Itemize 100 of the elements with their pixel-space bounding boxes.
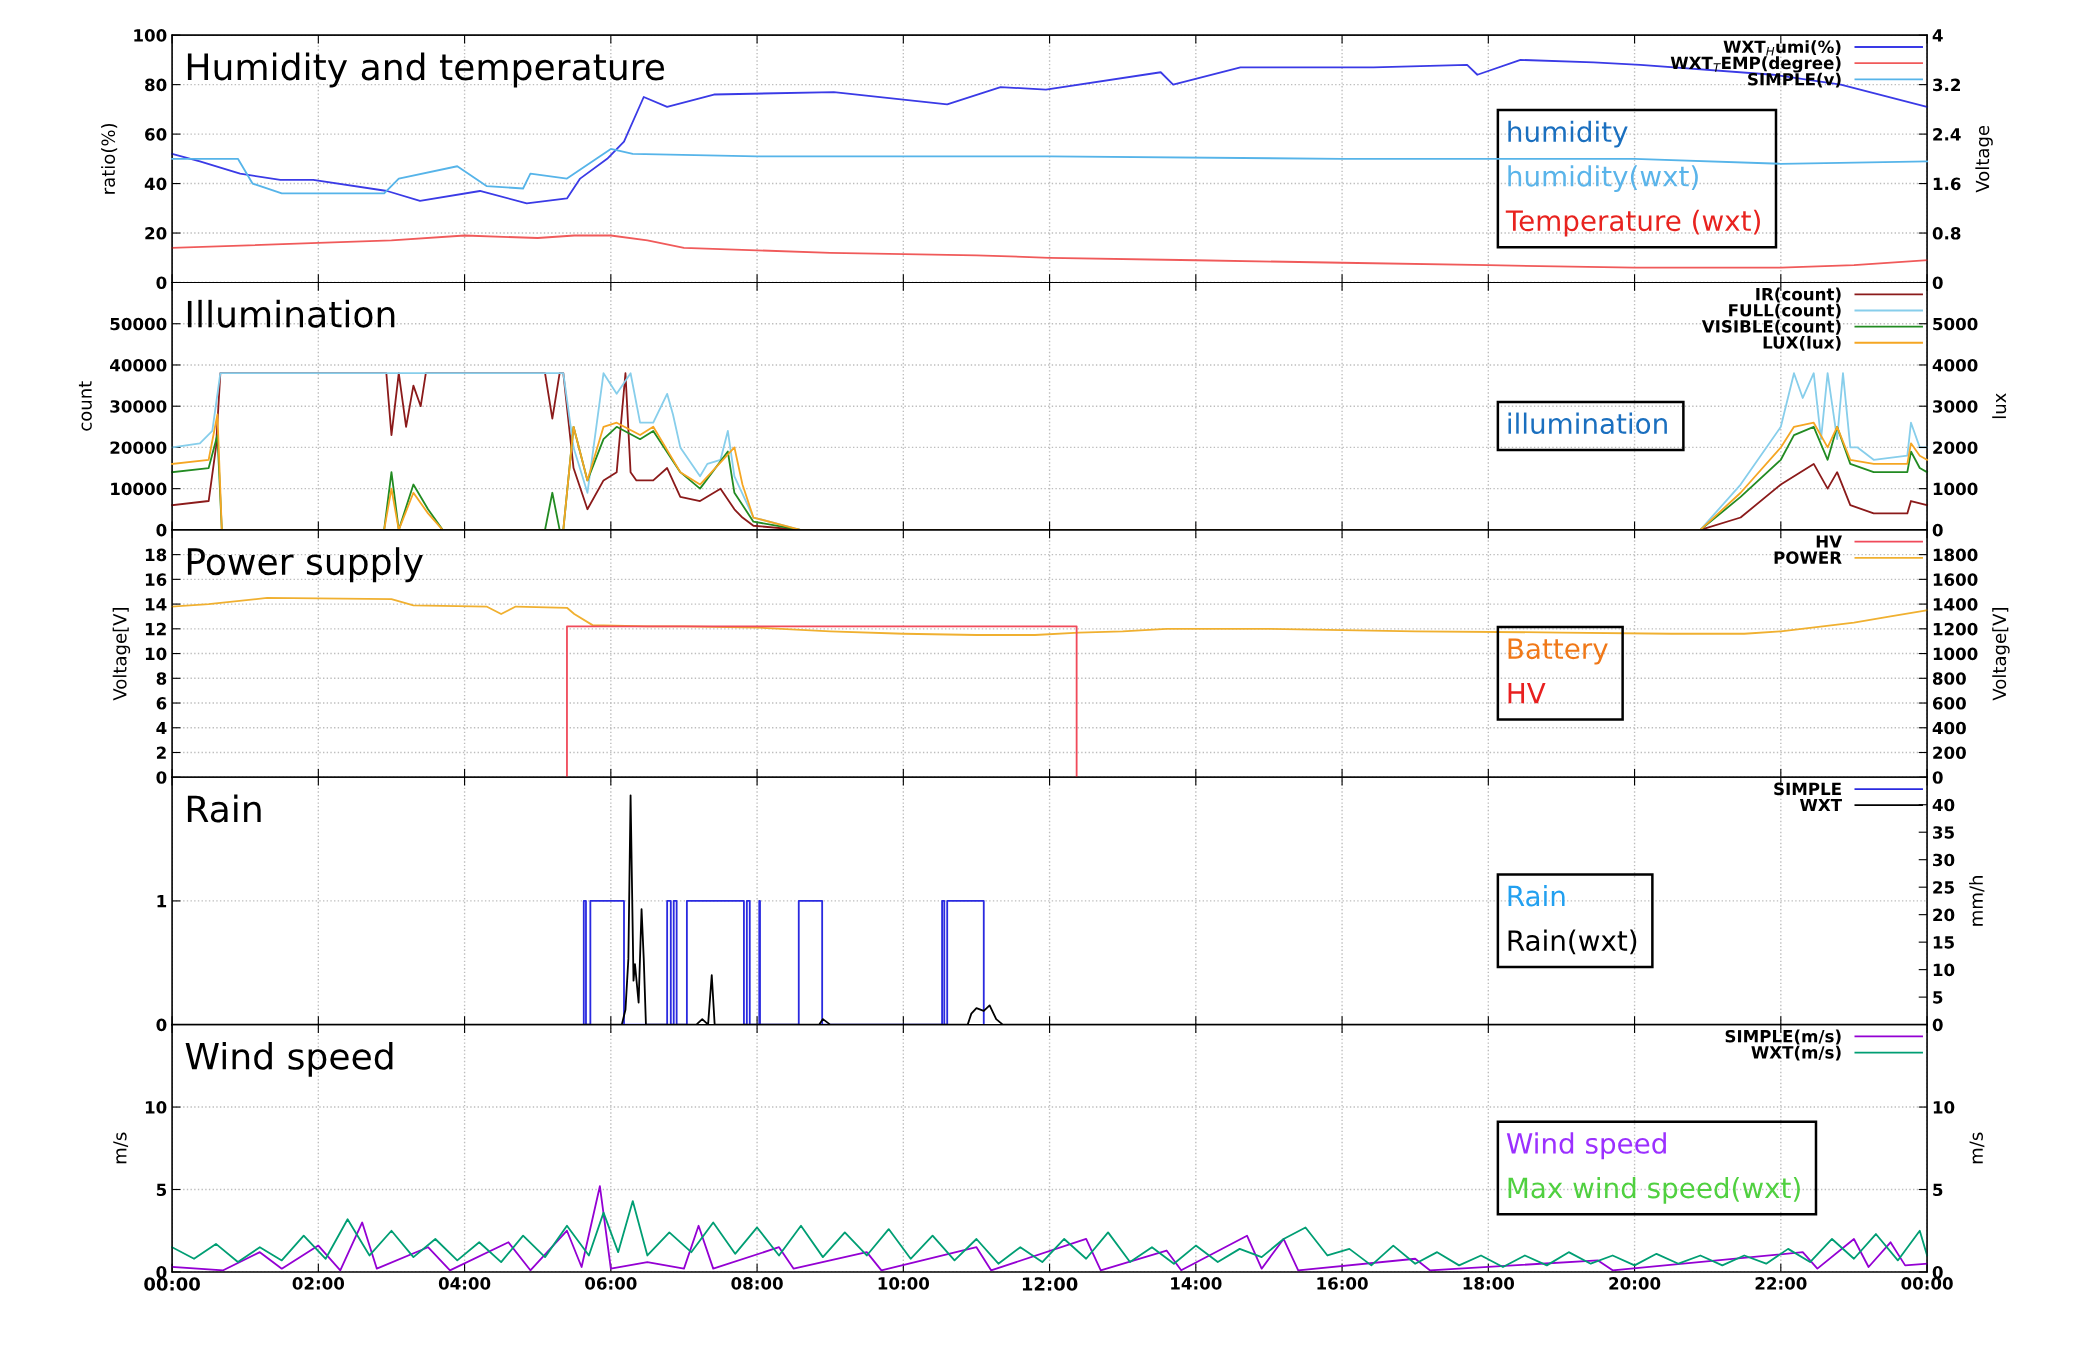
y2-tick-label: 5 xyxy=(1933,1183,1943,1197)
y2-tick-label: 0 xyxy=(1932,771,1943,784)
x-tick-label: 22:00 xyxy=(1755,1277,1807,1290)
y2-tick-label: 1000 xyxy=(1933,647,1978,661)
y2-tick-label: 2000 xyxy=(1933,441,1978,454)
annotation: Rain xyxy=(1508,885,1565,907)
legend-label: WXT$_{H}$umi(%) xyxy=(1723,40,1841,56)
y2-tick-label: 1200 xyxy=(1933,622,1978,636)
x-tick-label: 06:00 xyxy=(585,1277,637,1290)
y-tick-label: 20000 xyxy=(110,441,167,454)
y-tick-label: 14 xyxy=(145,598,167,611)
y2-tick-label: 4000 xyxy=(1932,358,1978,372)
y-tick-label: 0 xyxy=(156,1265,167,1279)
y-tick-label: 0 xyxy=(156,771,167,784)
y2-tick-label: 0 xyxy=(1932,523,1943,537)
x-tick-label: 10:00 xyxy=(878,1277,930,1290)
y2-tick-label: 10 xyxy=(1933,963,1955,977)
y-tick-label: 40000 xyxy=(110,358,167,372)
annotation: Wind speed xyxy=(1506,1132,1666,1160)
y2-axis-title: Voltage xyxy=(1975,125,1993,193)
y-tick-label: 2 xyxy=(156,746,166,759)
annotation: illumination xyxy=(1508,412,1667,435)
x-tick-label: 16:00 xyxy=(1317,1277,1368,1290)
annotation: Max wind speed(wxt) xyxy=(1508,1176,1800,1204)
x-tick-label: 02:00 xyxy=(292,1277,345,1290)
y-tick-label: 80 xyxy=(145,78,167,92)
annotation: Temperature (wxt) xyxy=(1505,209,1760,237)
y2-tick-label: 5 xyxy=(1933,991,1943,1004)
y2-tick-label: 0 xyxy=(1932,276,1943,290)
x-tick-label: 00:00 xyxy=(1901,1277,1953,1290)
y2-tick-label: 0 xyxy=(1932,1018,1943,1032)
y2-tick-label: 1.6 xyxy=(1933,177,1961,191)
y2-tick-label: 20 xyxy=(1933,908,1955,922)
y2-tick-label: 1400 xyxy=(1933,598,1978,611)
x-tick-label: 08:00 xyxy=(731,1277,783,1290)
x-tick-label: 14:00 xyxy=(1171,1277,1222,1290)
y-tick-label: 10 xyxy=(145,1101,167,1114)
legend-label: LUX(lux) xyxy=(1763,335,1841,351)
y-axis-title: m/s xyxy=(113,1132,129,1164)
x-tick-label: 12:00 xyxy=(1022,1277,1078,1291)
y2-tick-label: 3000 xyxy=(1933,400,1978,413)
y-tick-label: 50000 xyxy=(110,317,167,331)
legend-label: SIMPLE(m/s) xyxy=(1725,1029,1841,1045)
y-tick-label: 40 xyxy=(144,177,167,191)
x-tick-label: 04:00 xyxy=(438,1277,491,1290)
y-tick-label: 5 xyxy=(156,1183,167,1197)
y2-tick-label: 1000 xyxy=(1933,482,1978,496)
y-tick-label: 0 xyxy=(156,276,167,290)
y-axis-title: Voltage[V] xyxy=(112,608,131,701)
y2-tick-label: 3.2 xyxy=(1933,78,1960,92)
y-tick-label: 12 xyxy=(145,622,166,636)
y2-tick-label: 0.8 xyxy=(1932,227,1961,240)
y-tick-label: 0 xyxy=(156,1018,167,1032)
y2-axis-title: m/s xyxy=(1969,1132,1985,1164)
legend-label: VISIBLE(count) xyxy=(1701,319,1841,335)
y-tick-label: 10 xyxy=(145,647,167,661)
y-tick-label: 4 xyxy=(156,721,167,735)
x-tick-label: 18:00 xyxy=(1463,1277,1515,1290)
annotation: Battery xyxy=(1508,638,1608,665)
y-tick-label: 8 xyxy=(156,672,167,685)
y2-tick-label: 2.4 xyxy=(1933,128,1961,141)
y-tick-label: 6 xyxy=(156,697,167,710)
line-series xyxy=(171,148,1928,195)
annotation: humidity(wxt) xyxy=(1508,165,1698,193)
y2-tick-label: 1600 xyxy=(1933,573,1978,586)
y-tick-label: 30000 xyxy=(110,400,167,413)
legend-label: IR(count) xyxy=(1756,287,1841,303)
y2-tick-label: 0 xyxy=(1932,1265,1943,1279)
y2-tick-label: 4 xyxy=(1932,29,1943,42)
y2-tick-label: 800 xyxy=(1932,672,1966,685)
y-tick-label: 18 xyxy=(145,548,167,562)
y2-tick-label: 40 xyxy=(1932,798,1955,812)
y2-tick-label: 15 xyxy=(1933,936,1954,949)
y2-axis-title: Voltage[V] xyxy=(1992,608,2010,701)
y2-tick-label: 5000 xyxy=(1933,317,1978,331)
y-tick-label: 10000 xyxy=(111,482,167,496)
y2-axis-title: lux xyxy=(1992,393,2007,419)
annotation: HV xyxy=(1508,683,1546,704)
legend-label: FULL(count) xyxy=(1729,303,1841,319)
y2-tick-label: 25 xyxy=(1933,881,1954,894)
y-tick-label: 60 xyxy=(145,128,167,141)
y2-tick-label: 10 xyxy=(1933,1101,1955,1114)
y2-tick-label: 1800 xyxy=(1933,548,1978,562)
annotation: Rain(wxt) xyxy=(1508,929,1637,955)
y2-axis-title: mm/h xyxy=(1969,876,1985,926)
y-tick-label: 20 xyxy=(145,227,167,240)
y2-tick-label: 35 xyxy=(1933,826,1954,839)
y-axis-title: count xyxy=(78,381,92,431)
y-tick-label: 0 xyxy=(156,523,167,537)
y-tick-label: 16 xyxy=(145,573,167,586)
chart-title: Rain xyxy=(187,794,261,823)
legend-label: WXT xyxy=(1799,798,1842,812)
y2-tick-label: 400 xyxy=(1932,721,1966,735)
y-axis-title: ratio(%) xyxy=(101,123,118,194)
chart-title: Illumination xyxy=(187,299,395,328)
y2-tick-label: 30 xyxy=(1933,853,1955,867)
x-tick-label: 00:00 xyxy=(144,1277,200,1291)
legend-label: POWER xyxy=(1774,551,1842,564)
legend-label: WXT(m/s) xyxy=(1751,1045,1841,1061)
legend-label: WXT$_{T}$EMP(degree) xyxy=(1670,56,1841,73)
